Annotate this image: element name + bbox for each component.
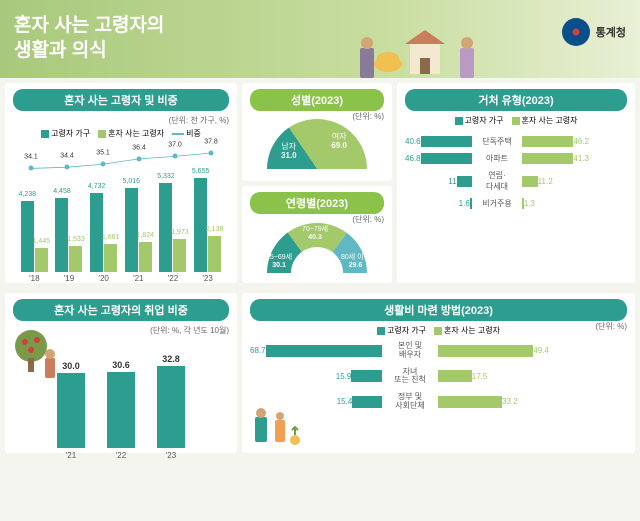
card-title: 혼자 사는 고령자의 취업 비중	[13, 299, 229, 321]
logo: 통계청	[562, 18, 626, 46]
legend: 고령자 가구 혼자 사는 고령자	[405, 115, 627, 126]
chart-housing: 거처 유형(2023) 고령자 가구 혼자 사는 고령자 40.6 단독주택 4…	[397, 83, 635, 283]
unit-label: (단위: %)	[595, 321, 627, 332]
card-title: 혼자 사는 고령자 및 비중	[13, 89, 229, 111]
chart-elderly-ratio: 혼자 사는 고령자 및 비중 (단위: 천 가구, %) 고령자 가구 혼자 사…	[5, 83, 237, 283]
card-title: 성별(2023)	[250, 89, 384, 111]
chart-gender: 성별(2023) (단위: %) 남자31.0 여자69.0	[242, 83, 392, 181]
page-title: 혼자 사는 고령자의 생활과 의식	[14, 14, 164, 63]
chart-age: 연령별(2023) (단위: %) 65~69세30.1 70~79세40.3 …	[242, 186, 392, 283]
unit-label: (단위: 천 가구, %)	[13, 115, 229, 126]
chart-living-cost: 생활비 마련 방법(2023) (단위: %) 고령자 가구 혼자 사는 고령자…	[242, 293, 635, 453]
gardening-illustration	[250, 402, 310, 447]
donut-chart: 65~69세30.1 70~79세40.3 80세 이상29.6	[262, 218, 372, 273]
card-title: 연령별(2023)	[250, 192, 384, 214]
logo-icon	[562, 18, 590, 46]
chart-employment: 혼자 사는 고령자의 취업 비중 (단위: %, 각 년도 10월) 30.03…	[5, 293, 237, 453]
unit-label: (단위: %)	[352, 111, 384, 122]
title-line2: 생활과 의식	[14, 39, 164, 64]
org-name: 통계청	[596, 24, 626, 40]
pie-chart: 남자31.0 여자69.0	[267, 119, 367, 169]
header: 혼자 사는 고령자의 생활과 의식 통계청	[0, 0, 640, 78]
title-line1: 혼자 사는 고령자의	[14, 14, 164, 39]
card-title: 생활비 마련 방법(2023)	[250, 299, 627, 321]
legend: 고령자 가구 혼자 사는 고령자	[250, 325, 627, 336]
legend: 고령자 가구 혼자 사는 고령자 비중	[13, 128, 229, 139]
header-illustration	[360, 28, 500, 78]
card-title: 거처 유형(2023)	[405, 89, 627, 111]
